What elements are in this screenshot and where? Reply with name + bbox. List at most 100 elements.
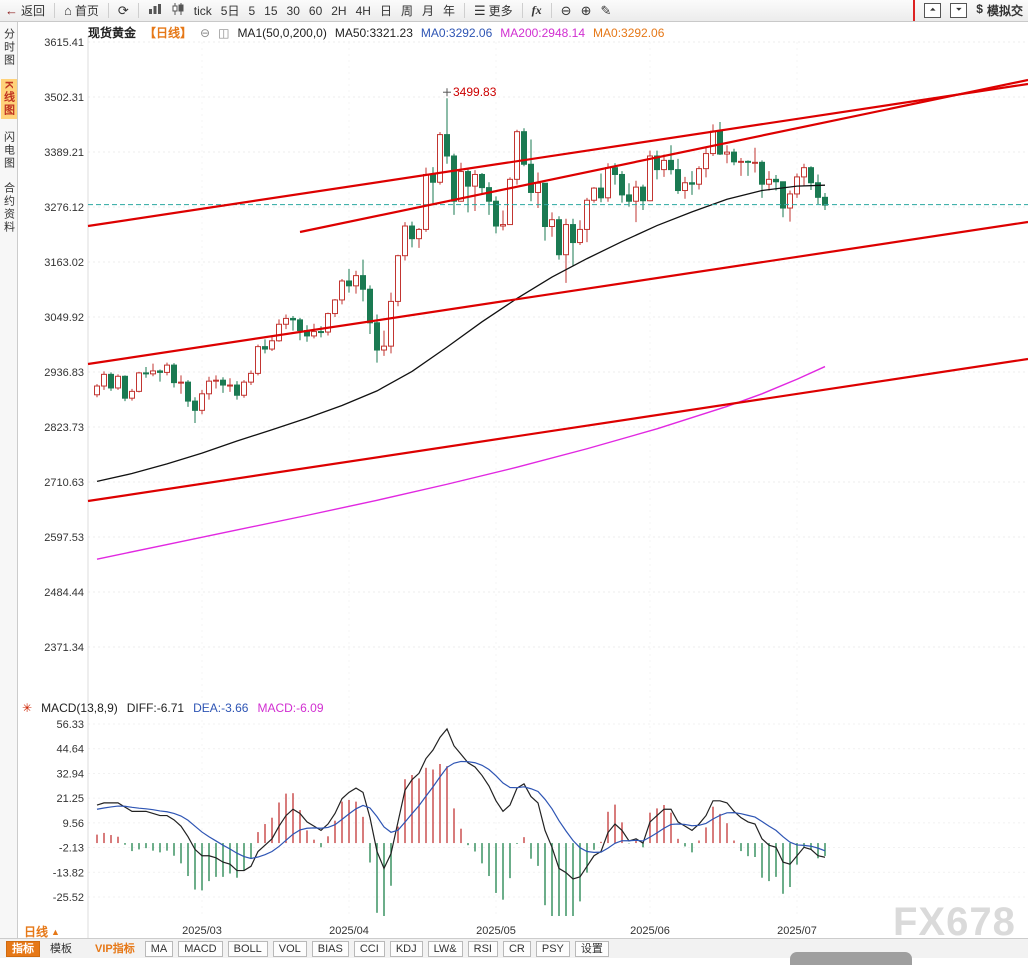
toolbar: ← 返回 ⌂ 首页 ⟳ tick 5日 5 15 30 60 2H 4H 日 周… [0, 0, 1028, 22]
tab-kdj[interactable]: KDJ [389, 940, 423, 957]
period-60m[interactable]: 60 [308, 3, 323, 18]
period-year[interactable]: 年 [442, 4, 455, 18]
macd-diff-line [96, 727, 826, 880]
home-button[interactable]: ⌂ 首页 [64, 2, 99, 19]
tab-boll[interactable]: BOLL [227, 940, 268, 957]
macd-y-tick-label: 56.33 [56, 719, 84, 731]
collapse-icon[interactable]: ⊖ [200, 25, 211, 40]
simulated-trading-button[interactable]: $ 模拟交 [976, 2, 1023, 19]
dollar-icon: $ [976, 2, 983, 16]
candle-body [290, 317, 296, 321]
period-day[interactable]: 日 [379, 4, 392, 18]
trend-line[interactable] [299, 78, 1028, 234]
period-5m[interactable]: 5 [248, 3, 256, 18]
candle-body [206, 380, 212, 395]
tab-macd[interactable]: MACD [178, 940, 223, 957]
macd-header: ✳ MACD(13,8,9) DIFF:-6.71 DEA:-3.66 MACD… [22, 701, 324, 715]
tab-psy[interactable]: PSY [535, 940, 570, 957]
fx-indicator-button[interactable]: fx [531, 3, 542, 17]
candle-body [185, 381, 191, 402]
period-5d[interactable]: 5日 [220, 4, 240, 18]
candle-body [640, 186, 646, 202]
x-axis-label: 2025/05 [476, 925, 516, 937]
sidebar-item-contract-info[interactable]: 合约资料 [2, 181, 15, 234]
candle-body [801, 167, 807, 178]
candle-body [199, 393, 205, 411]
candle-body [780, 181, 786, 209]
indicator-gear-icon[interactable]: ✳ [22, 701, 33, 715]
candle-body [507, 178, 513, 226]
period-month[interactable]: 月 [421, 4, 434, 18]
tab-bias[interactable]: BIAS [311, 940, 349, 957]
candle-body [381, 345, 387, 351]
period-tick[interactable]: tick [193, 3, 212, 18]
trend-line[interactable] [87, 357, 1028, 503]
zoom-in-icon[interactable]: ⊕ [580, 3, 592, 18]
candle-body [647, 155, 653, 202]
candle-body [521, 131, 527, 165]
tab-cci[interactable]: CCI [353, 940, 385, 957]
period-4h[interactable]: 4H [355, 3, 371, 18]
candle-body [437, 134, 443, 183]
candle-body [759, 161, 765, 185]
draw-pencil-icon[interactable]: ✎ [600, 3, 612, 18]
zoom-out-icon[interactable]: ⊖ [560, 3, 572, 18]
flag-up-icon[interactable]: ⏶ [924, 3, 942, 18]
tab-lwr[interactable]: LW& [427, 940, 463, 957]
menu-icon: ☰ [474, 3, 486, 18]
macd-y-tick-label: 32.94 [56, 768, 84, 780]
tab-settings[interactable]: 设置 [574, 940, 609, 957]
sidebar-item-lightning-chart[interactable]: 闪电图 [2, 130, 15, 170]
candle-body [689, 182, 695, 185]
x-axis-label: 2025/06 [630, 925, 670, 937]
bar-chart-icon[interactable] [148, 3, 162, 18]
main-y-tick-label: 3163.02 [44, 257, 84, 269]
period-week[interactable]: 周 [400, 4, 413, 18]
candle-body [745, 160, 751, 163]
period-2h[interactable]: 2H [331, 3, 347, 18]
tab-cr[interactable]: CR [502, 940, 531, 957]
candle-body [570, 224, 576, 244]
x-axis-label: 2025/07 [777, 925, 817, 937]
period-tag: 【日线】 [144, 26, 193, 40]
tab-templates[interactable]: 模板 [50, 942, 72, 955]
tab-rsi[interactable]: RSI [467, 940, 498, 957]
home-icon: ⌂ [64, 3, 72, 18]
candle-body [500, 224, 506, 227]
sidebar: 分时图 K线图 闪电图 合约资料 [0, 22, 18, 957]
flag-down-icon[interactable]: ⏷ [950, 3, 968, 18]
kline-chart-icon[interactable] [171, 3, 185, 18]
candle-body [717, 130, 723, 155]
candle-body [556, 219, 562, 256]
tab-vip-indicators[interactable]: VIP指标 [95, 942, 135, 955]
candle-body [178, 381, 184, 384]
toolbar-red-divider [913, 0, 916, 21]
ma0-value-blue: MA0:3292.06 [420, 25, 493, 40]
tab-indicators[interactable]: 指标 [6, 940, 40, 957]
peak-price-label: 3499.83 [453, 85, 497, 99]
tab-ma[interactable]: MA [144, 940, 174, 957]
period-30m[interactable]: 30 [286, 3, 300, 18]
macd-y-tick-label: -25.52 [53, 892, 84, 904]
candle-body [430, 173, 436, 183]
sidebar-item-kline-chart[interactable]: K线图 [0, 79, 17, 119]
x-axis-label: 2025/04 [329, 925, 369, 937]
period-dropdown[interactable]: 日线 ▲ [24, 923, 60, 940]
macd-y-tick-label: 44.64 [56, 744, 84, 756]
sidebar-item-time-chart[interactable]: 分时图 [2, 28, 15, 67]
candle-body [808, 167, 814, 184]
macd-y-tick-label: 9.56 [63, 818, 84, 830]
tab-vol[interactable]: VOL [272, 940, 307, 957]
trend-line[interactable] [87, 82, 1028, 228]
trend-line[interactable] [87, 220, 1028, 366]
candle-body [94, 385, 100, 396]
macd-dea-line [96, 760, 826, 860]
more-button[interactable]: ☰ 更多 [474, 2, 513, 19]
period-15m[interactable]: 15 [264, 3, 278, 18]
refresh-button[interactable]: ⟳ [117, 3, 129, 18]
back-button[interactable]: ← 返回 [5, 2, 45, 19]
main-y-tick-label: 3276.12 [44, 202, 84, 214]
candle-body [346, 280, 352, 287]
tag-icon[interactable]: ◫ [218, 25, 230, 40]
